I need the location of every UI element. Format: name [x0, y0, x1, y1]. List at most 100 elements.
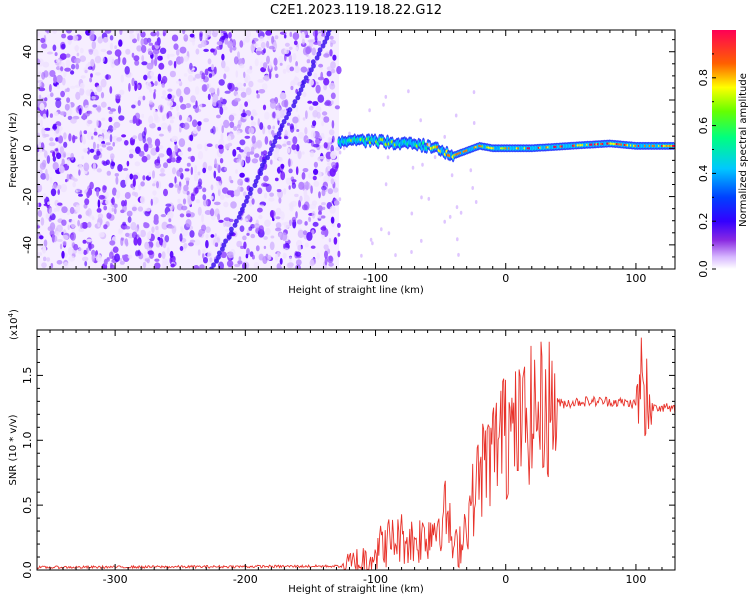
noise-cell	[258, 253, 264, 261]
noise-cell	[273, 152, 280, 160]
noise-cell	[210, 195, 214, 200]
diagonal-streak-segment	[245, 194, 250, 200]
noise-cell	[309, 39, 316, 43]
noise-cell	[292, 136, 298, 145]
sparse-dot	[455, 205, 459, 210]
noise-cell	[227, 40, 233, 49]
noise-cell	[87, 243, 95, 249]
noise-cell	[290, 200, 298, 207]
noise-cell	[42, 245, 47, 254]
noise-cell	[83, 249, 88, 255]
noise-cell	[243, 241, 247, 250]
noise-cell	[138, 119, 143, 125]
spectrogram-xlabel: Height of straight line (km)	[288, 285, 424, 296]
noise-cell	[127, 74, 132, 79]
noise-cell	[246, 248, 250, 256]
noise-cell	[38, 87, 46, 92]
noise-cell	[113, 121, 121, 128]
noise-cell	[124, 238, 129, 246]
noise-cell	[284, 48, 290, 55]
noise-cell	[134, 192, 139, 198]
noise-cell	[138, 251, 142, 256]
noise-cell	[336, 66, 342, 75]
noise-cell	[174, 176, 177, 184]
noise-cell	[261, 50, 265, 55]
noise-cell	[189, 239, 196, 243]
diagonal-streak-segment	[229, 230, 234, 236]
noise-cell	[167, 93, 172, 100]
noise-cell	[221, 53, 225, 61]
spectrogram-xtick-label: -200	[233, 272, 258, 285]
noise-cell	[164, 261, 170, 266]
diagonal-streak-segment	[216, 254, 221, 260]
noise-cell	[168, 218, 172, 223]
noise-cell	[213, 30, 220, 33]
noise-cell	[118, 228, 124, 234]
noise-cell	[78, 108, 82, 116]
noise-cell	[331, 161, 337, 168]
sparse-dot	[387, 231, 391, 236]
spectrogram-heatmap	[37, 30, 675, 269]
noise-cell	[293, 40, 298, 46]
noise-cell	[328, 262, 334, 267]
noise-cell	[243, 82, 246, 87]
noise-cell	[129, 153, 134, 159]
noise-cell	[215, 100, 223, 109]
diagonal-streak-segment	[281, 119, 287, 125]
noise-cell	[248, 80, 254, 88]
noise-cell	[278, 136, 282, 140]
snr-ytick-label: 0.0	[21, 561, 34, 579]
diagonal-streak-segment	[322, 39, 328, 45]
noise-cell	[221, 125, 224, 134]
noise-cell	[222, 106, 228, 111]
noise-cell	[187, 74, 194, 82]
noise-cell	[233, 56, 239, 65]
snr-xtick-label: -300	[103, 573, 128, 586]
noise-cell	[267, 124, 272, 130]
noise-cell	[274, 35, 279, 40]
noise-cell	[313, 168, 319, 175]
noise-cell	[70, 234, 75, 240]
noise-cell	[174, 144, 178, 153]
noise-cell	[310, 185, 313, 194]
noise-cell	[216, 163, 219, 171]
colorbar-tick-label: 0.2	[697, 212, 710, 230]
noise-cell	[330, 150, 337, 160]
noise-cell	[168, 225, 175, 229]
noise-cell	[143, 143, 149, 153]
noise-cell	[223, 73, 227, 80]
noise-cell	[70, 176, 75, 181]
noise-cell	[162, 240, 167, 249]
noise-cell	[132, 178, 136, 187]
noise-cell	[323, 142, 328, 149]
noise-cell	[93, 131, 98, 136]
noise-cell	[120, 237, 125, 241]
noise-cell	[74, 57, 81, 64]
diagonal-streak-segment	[217, 250, 222, 256]
noise-cell	[109, 240, 116, 246]
noise-cell	[246, 214, 251, 221]
noise-cell	[270, 100, 277, 109]
noise-cell	[298, 181, 305, 190]
sparse-dot	[369, 237, 373, 242]
noise-cell	[292, 32, 300, 41]
noise-cell	[97, 213, 104, 220]
noise-cell	[63, 261, 69, 269]
noise-cell	[331, 135, 335, 143]
noise-cell	[52, 162, 59, 170]
sparse-dot	[419, 118, 423, 123]
noise-cell	[216, 87, 220, 97]
noise-cell	[71, 63, 76, 70]
noise-cell	[311, 229, 315, 235]
noise-cell	[224, 66, 230, 73]
noise-cell	[264, 74, 270, 82]
noise-cell	[242, 39, 246, 46]
noise-cell	[141, 30, 144, 33]
noise-cell	[333, 187, 339, 193]
noise-cell	[169, 119, 174, 124]
noise-cell	[312, 120, 317, 127]
noise-cell	[97, 199, 101, 209]
noise-cell	[126, 160, 130, 167]
noise-cell	[326, 70, 332, 77]
